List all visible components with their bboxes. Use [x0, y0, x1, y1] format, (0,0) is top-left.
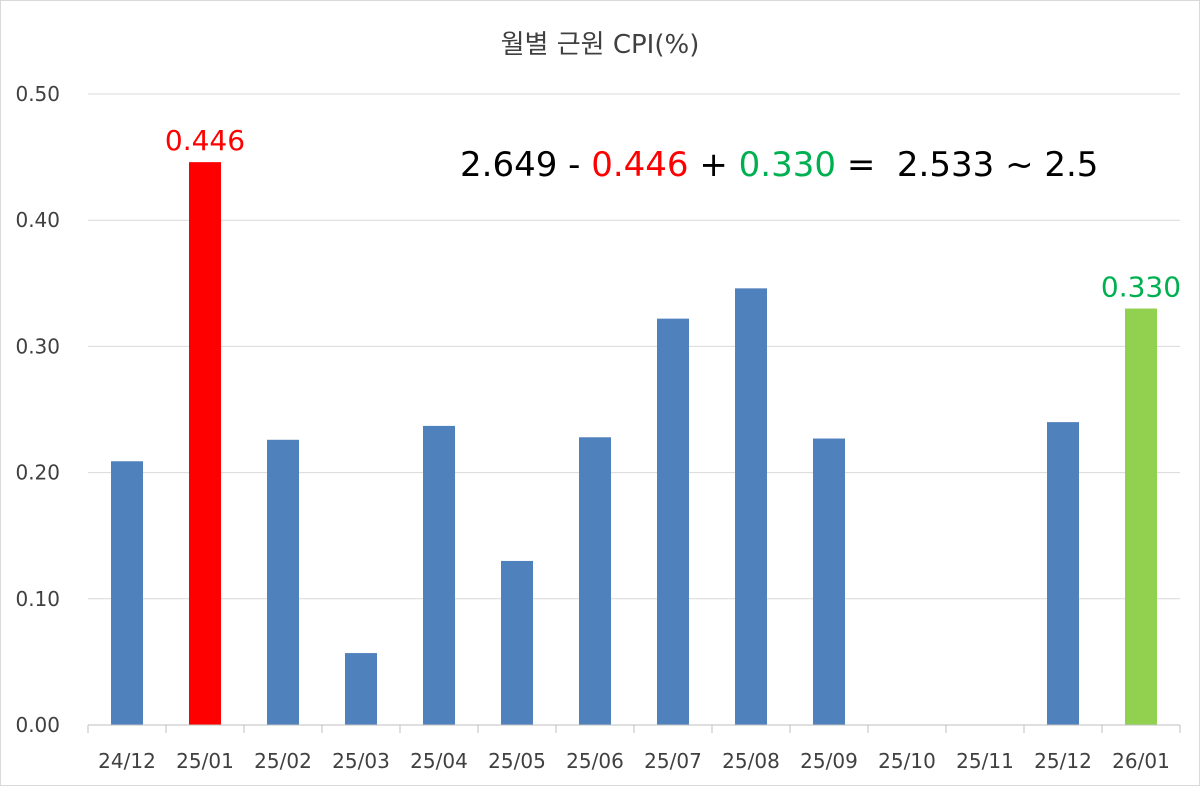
- formula-part: 2.649 -: [460, 145, 591, 185]
- x-tick-label: 25/01: [176, 749, 234, 773]
- x-tick-label: 26/01: [1112, 749, 1170, 773]
- formula-part: = 2.533 ~ 2.5: [836, 145, 1098, 185]
- x-tick-label: 24/12: [98, 749, 156, 773]
- data-label: 0.446: [165, 124, 245, 157]
- y-axis-ticks: 0.00 0.10 0.20 0.30 0.40 0.50: [15, 82, 60, 737]
- x-tick-label: 25/06: [566, 749, 624, 773]
- y-tick-label: 0.50: [15, 82, 60, 106]
- x-tick-label: 25/10: [878, 749, 936, 773]
- chart-title: 월별 근원 CPI(%): [501, 30, 700, 60]
- x-tick-label: 25/05: [488, 749, 546, 773]
- bar-25-07: [657, 318, 689, 725]
- x-tick-label: 25/11: [956, 749, 1014, 773]
- bar-25-09: [813, 438, 845, 725]
- x-tick-label: 25/04: [410, 749, 468, 773]
- bar-25-04: [423, 425, 455, 725]
- bar-25-03: [345, 653, 377, 725]
- formula-annotation: 2.649 - 0.446 + 0.330 = 2.533 ~ 2.5: [460, 145, 1098, 185]
- bar-25-05: [501, 560, 533, 725]
- bar-25-06: [579, 437, 611, 725]
- gridlines: [88, 93, 1180, 726]
- bar-25-01: [189, 162, 221, 725]
- x-tick-label: 25/09: [800, 749, 858, 773]
- y-tick-label: 0.30: [15, 334, 60, 358]
- bar-24-12: [111, 461, 143, 725]
- x-axis: 24/12 25/01 25/02 25/03 25/04 25/05 25/06 25/07…: [87, 724, 1181, 773]
- x-tick-label: 25/12: [1034, 749, 1092, 773]
- x-tick-label: 25/07: [644, 749, 702, 773]
- y-tick-label: 0.00: [15, 713, 60, 737]
- data-labels: 0.446 0.330: [165, 124, 1181, 303]
- formula-part: 0.446: [591, 145, 688, 185]
- x-tick-label: 25/08: [722, 749, 780, 773]
- formula-part: 0.330: [739, 145, 836, 185]
- formula-part: +: [689, 145, 739, 185]
- y-tick-label: 0.20: [15, 461, 60, 485]
- bar-25-08: [735, 288, 767, 725]
- y-tick-label: 0.40: [15, 208, 60, 232]
- y-tick-label: 0.10: [15, 587, 60, 611]
- x-tick-label: 25/03: [332, 749, 390, 773]
- data-label: 0.330: [1101, 271, 1181, 304]
- bars: [111, 162, 1157, 725]
- bar-25-12: [1047, 422, 1079, 725]
- x-tick-label: 25/02: [254, 749, 312, 773]
- bar-25-02: [267, 439, 299, 725]
- bar-26-01: [1125, 308, 1157, 725]
